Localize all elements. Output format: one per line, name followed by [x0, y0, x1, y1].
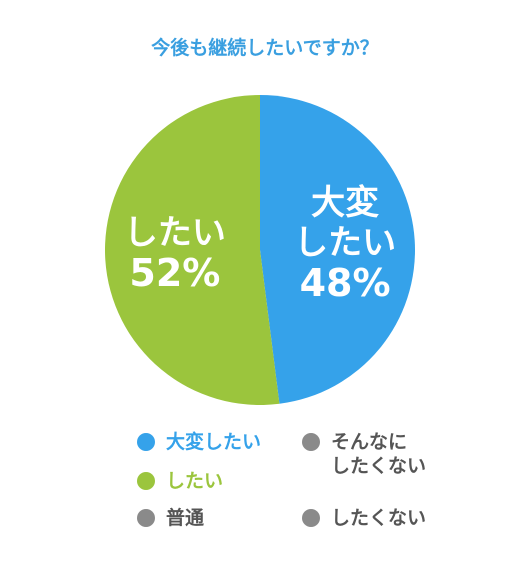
slice-value-label: 48% — [299, 260, 391, 305]
pie-slice — [105, 95, 280, 405]
legend-marker — [137, 472, 155, 490]
legend-marker — [302, 509, 320, 527]
legend-label: 大変したい — [166, 431, 262, 453]
legend-label: そんなに したくない — [331, 431, 427, 477]
legend-marker — [137, 433, 155, 451]
legend-label: したい — [166, 470, 224, 492]
slice-value-label: 52% — [129, 251, 221, 296]
pie-slice — [260, 95, 416, 404]
legend-marker — [302, 433, 320, 451]
chart-title: 今後も継続したいですか？ — [151, 37, 379, 59]
legend-label: 普通 — [166, 507, 205, 529]
legend-marker — [137, 509, 155, 527]
slice-label: したい — [123, 213, 226, 254]
legend-label: したくない — [331, 507, 427, 529]
slice-label: 大変 したい — [294, 182, 397, 263]
